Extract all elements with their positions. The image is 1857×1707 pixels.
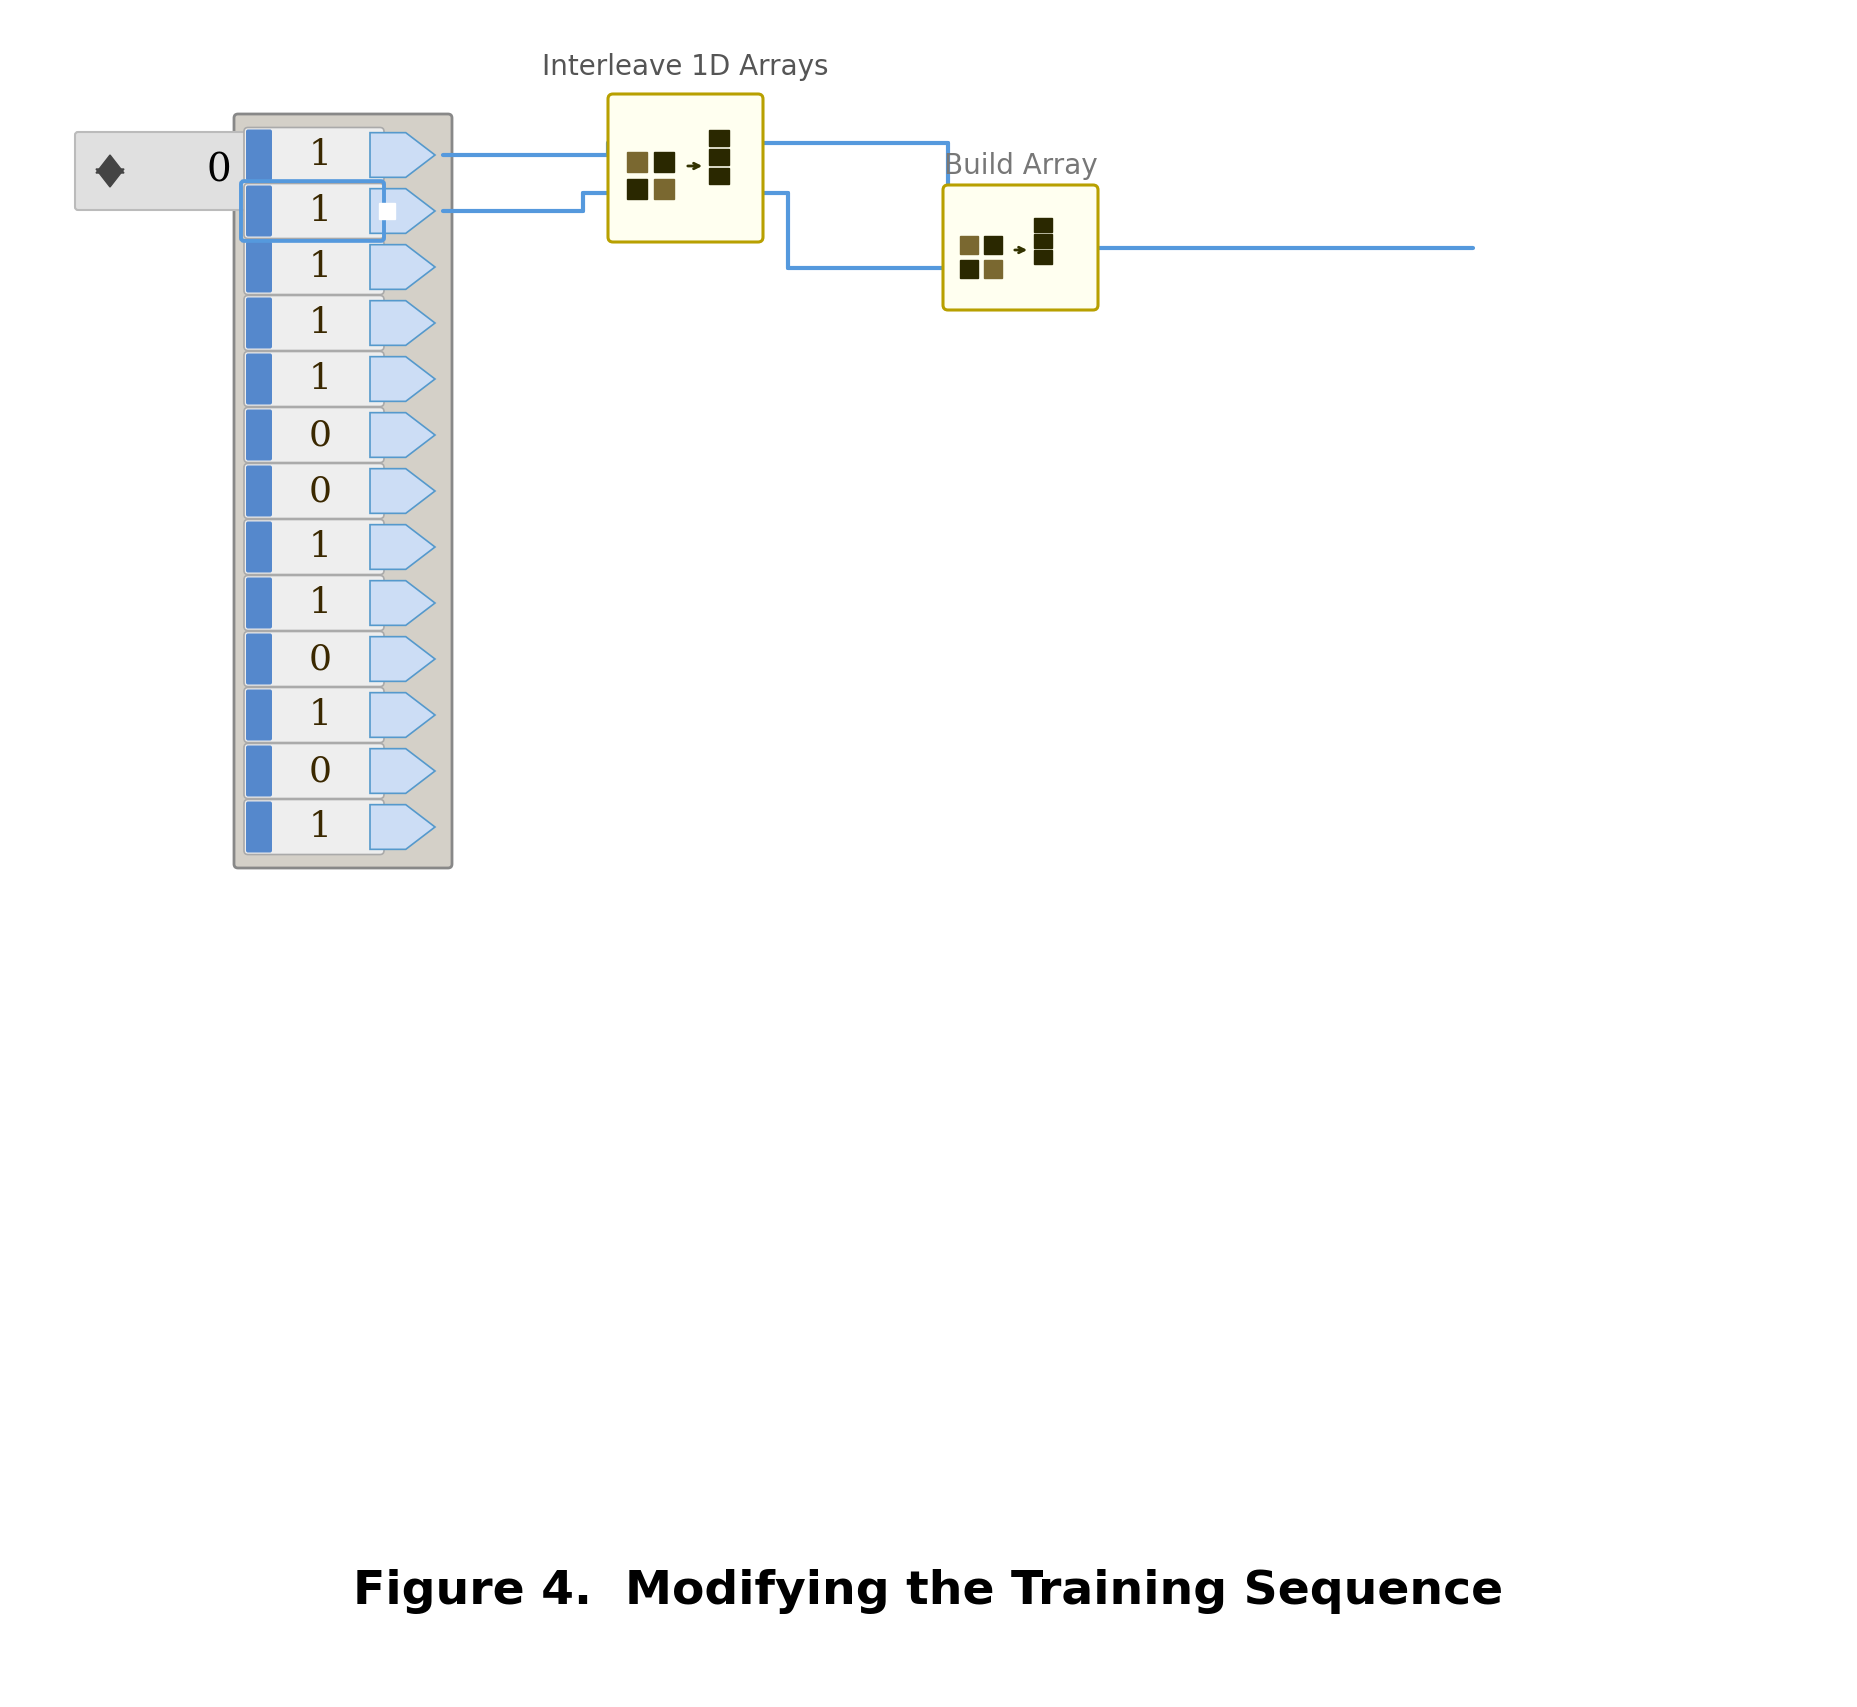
FancyBboxPatch shape (245, 241, 271, 292)
FancyBboxPatch shape (243, 744, 384, 799)
Bar (709, 149, 730, 166)
FancyBboxPatch shape (243, 408, 384, 463)
FancyBboxPatch shape (243, 688, 384, 743)
FancyBboxPatch shape (245, 690, 271, 741)
Text: 1: 1 (308, 306, 332, 340)
Bar (628, 179, 646, 200)
Polygon shape (97, 155, 124, 172)
FancyBboxPatch shape (243, 352, 384, 406)
Text: 1: 1 (308, 811, 332, 843)
Bar (960, 259, 979, 278)
Text: Build Array: Build Array (943, 152, 1097, 179)
Bar (654, 152, 674, 172)
Polygon shape (370, 524, 435, 570)
Text: 1: 1 (308, 529, 332, 563)
FancyBboxPatch shape (245, 130, 271, 181)
FancyBboxPatch shape (243, 183, 384, 239)
FancyBboxPatch shape (245, 577, 271, 628)
Bar (960, 236, 979, 254)
FancyBboxPatch shape (74, 131, 277, 210)
FancyBboxPatch shape (245, 466, 271, 517)
Bar (1034, 218, 1053, 232)
FancyBboxPatch shape (245, 746, 271, 797)
Bar (709, 167, 730, 184)
FancyBboxPatch shape (243, 295, 384, 350)
FancyBboxPatch shape (243, 239, 384, 295)
FancyBboxPatch shape (243, 632, 384, 686)
Polygon shape (370, 469, 435, 514)
Text: 0: 0 (206, 152, 230, 189)
FancyBboxPatch shape (607, 94, 763, 242)
Polygon shape (370, 804, 435, 850)
Text: 1: 1 (308, 138, 332, 172)
Polygon shape (370, 637, 435, 681)
Bar (984, 236, 1003, 254)
Polygon shape (370, 244, 435, 290)
Text: 0: 0 (308, 418, 332, 452)
FancyBboxPatch shape (943, 184, 1097, 311)
Text: 1: 1 (308, 249, 332, 283)
Text: Interleave 1D Arrays: Interleave 1D Arrays (542, 53, 828, 80)
FancyBboxPatch shape (243, 464, 384, 519)
Polygon shape (97, 169, 124, 188)
FancyBboxPatch shape (245, 410, 271, 461)
Polygon shape (370, 133, 435, 178)
Bar (654, 179, 674, 200)
FancyBboxPatch shape (243, 519, 384, 575)
FancyBboxPatch shape (245, 353, 271, 405)
FancyBboxPatch shape (245, 802, 271, 852)
Polygon shape (370, 580, 435, 625)
Text: Figure 4.  Modifying the Training Sequence: Figure 4. Modifying the Training Sequenc… (353, 1569, 1502, 1615)
Text: 0: 0 (308, 475, 332, 509)
Text: 1: 1 (308, 586, 332, 620)
Bar (1034, 234, 1053, 248)
Text: 1: 1 (308, 195, 332, 229)
FancyBboxPatch shape (245, 633, 271, 685)
Bar (379, 203, 396, 218)
Polygon shape (370, 413, 435, 457)
Bar (379, 203, 396, 218)
Text: 1: 1 (308, 698, 332, 732)
FancyBboxPatch shape (245, 297, 271, 348)
Bar (1034, 249, 1053, 265)
Polygon shape (370, 189, 435, 234)
Text: 0: 0 (308, 642, 332, 676)
FancyBboxPatch shape (234, 114, 451, 867)
Polygon shape (370, 300, 435, 345)
Bar (709, 130, 730, 147)
Bar (984, 259, 1003, 278)
FancyBboxPatch shape (245, 521, 271, 572)
FancyBboxPatch shape (243, 128, 384, 183)
FancyBboxPatch shape (245, 186, 271, 237)
Text: 1: 1 (308, 362, 332, 396)
FancyBboxPatch shape (243, 799, 384, 855)
Polygon shape (370, 693, 435, 737)
FancyBboxPatch shape (243, 575, 384, 630)
Polygon shape (370, 357, 435, 401)
Text: 0: 0 (308, 754, 332, 789)
Bar (628, 152, 646, 172)
Polygon shape (370, 749, 435, 794)
